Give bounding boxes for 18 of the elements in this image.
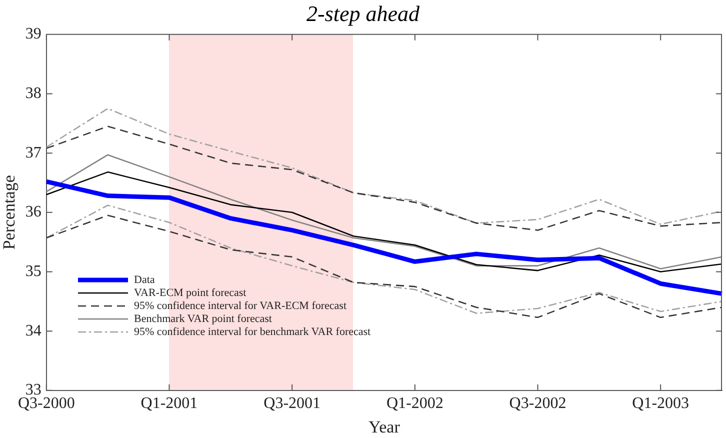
x-tick-label: Q1-2003 (632, 395, 690, 412)
chart-title: 2-step ahead (306, 0, 421, 26)
x-tick-label: Q3-2002 (509, 395, 566, 412)
x-tick-label: Q1-2001 (140, 395, 198, 412)
x-tick-label: Q3-2001 (264, 395, 321, 412)
y-tick-label: 35 (25, 262, 42, 280)
x-tick-label: Q3-2000 (18, 395, 75, 412)
x-axis-title: Year (368, 417, 400, 436)
legend-label: 95% confidence interval for benchmark VAR forecast (134, 326, 371, 338)
y-tick-label: 34 (25, 322, 42, 340)
x-tick-label: Q1-2002 (386, 395, 444, 412)
y-tick-label: 37 (25, 144, 42, 162)
legend-label: 95% confidence interval for VAR-ECM forecast (134, 300, 347, 312)
y-tick-label: 39 (25, 26, 42, 43)
y-axis-title: Percentage (0, 175, 19, 250)
legend-label: Benchmark VAR point forecast (134, 312, 272, 324)
y-tick-label: 36 (25, 204, 42, 221)
y-tick-label: 38 (25, 84, 42, 102)
